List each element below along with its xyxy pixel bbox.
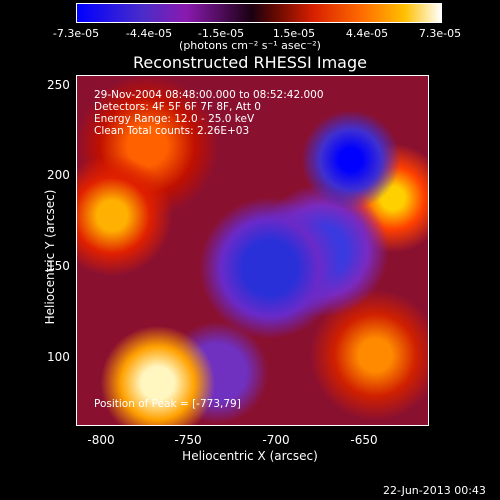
y-tick-label: 200 — [47, 168, 70, 182]
x-axis-label: Heliocentric X (arcsec) — [182, 449, 318, 463]
x-tick-label: -650 — [350, 433, 378, 447]
colorbar-tick: -1.5e-05 — [197, 27, 245, 40]
image-plot: 29-Nov-2004 08:48:00.000 to 08:52:42.000… — [76, 75, 429, 426]
plot-title: Reconstructed RHESSI Image — [133, 53, 367, 72]
colorbar-tick: 1.5e-05 — [272, 27, 316, 40]
y-tick-label: 100 — [47, 350, 70, 364]
colorbar-tick: 7.3e-05 — [418, 27, 462, 40]
colorbar — [76, 3, 442, 23]
y-tick-label: 250 — [47, 78, 70, 92]
x-tick-label: -700 — [262, 433, 290, 447]
x-tick-label: -800 — [87, 433, 115, 447]
colorbar-units: (photons cm⁻² s⁻¹ asec⁻²) — [179, 39, 321, 52]
overlay-line: Energy Range: 12.0 - 25.0 keV — [94, 113, 255, 125]
y-axis-label: Heliocentric Y (arcsec) — [43, 189, 57, 325]
x-tick-label: -750 — [174, 433, 202, 447]
peak-position: Position of Peak = [-773,79] — [94, 398, 241, 410]
colorbar-tick: -7.3e-05 — [52, 27, 100, 40]
overlay-line: Clean Total counts: 2.26E+03 — [94, 125, 250, 137]
overlay-line: Detectors: 4F 5F 6F 7F 8F, Att 0 — [94, 101, 261, 113]
colorbar-tick: -4.4e-05 — [125, 27, 173, 40]
overlay-line: 29-Nov-2004 08:48:00.000 to 08:52:42.000 — [94, 89, 324, 101]
y-tick-label: 150 — [47, 259, 70, 273]
colorbar-tick: 4.4e-05 — [345, 27, 389, 40]
timestamp: 22-Jun-2013 00:43 — [383, 484, 486, 497]
